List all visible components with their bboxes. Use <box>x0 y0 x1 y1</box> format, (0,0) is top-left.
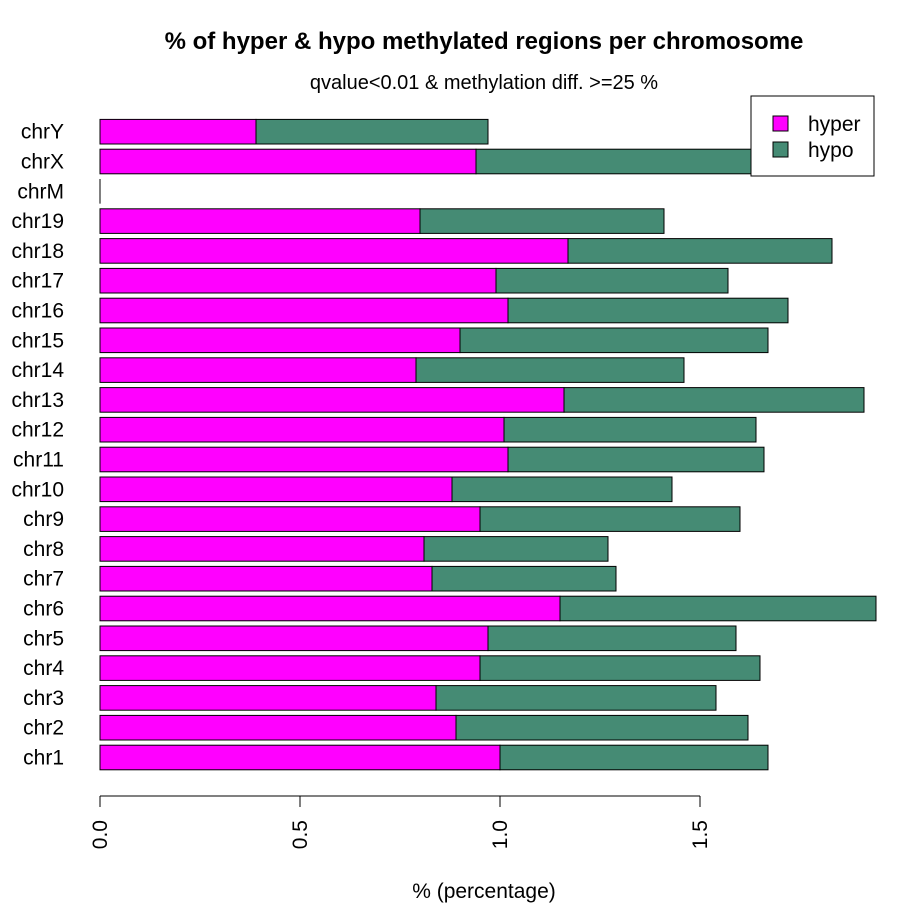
bar-hyper-chr4 <box>99 655 481 681</box>
bar-hypo-chr9 <box>479 506 741 532</box>
bar-hyper-chr6 <box>99 595 561 622</box>
bar-hyper-chr18 <box>99 238 569 264</box>
legend: hyper hypo <box>750 95 875 177</box>
x-tick-label-3: 1.5 <box>689 820 712 849</box>
chart-subtitle: qvalue<0.01 & methylation diff. >=25 % <box>310 72 658 94</box>
y-tick-label-chr6: chr6 <box>23 598 64 621</box>
x-axis: 0.0 0.5 1.0 1.5 <box>89 795 712 849</box>
bar-hyper-chr3 <box>99 685 437 711</box>
y-tick-labels: chr1 chr2 chr3 chr4 chr5 chr6 chr7 chr8 chr9 chr1… <box>11 121 64 770</box>
y-tick-label-chr3: chr3 <box>23 687 64 710</box>
y-tick-label-chr5: chr5 <box>23 627 64 650</box>
bar-hypo-chr2 <box>455 714 749 741</box>
x-tick-label-0: 0.0 <box>89 820 112 849</box>
legend-box <box>750 95 875 177</box>
bar-hypo-chrY <box>255 118 489 145</box>
bar-hyper-chr16 <box>99 297 509 324</box>
bar-hypo-chr14 <box>415 357 685 383</box>
y-tick-label-chr12: chr12 <box>11 419 64 442</box>
y-tick-label-chr1: chr1 <box>23 747 64 770</box>
y-tick-label-chr7: chr7 <box>23 568 64 591</box>
y-tick-label-chr18: chr18 <box>11 240 64 263</box>
bar-hyper-chr10 <box>99 476 453 503</box>
bar-hyper-chr14 <box>99 357 417 383</box>
legend-swatch-hyper <box>772 115 789 132</box>
y-tick-label-chr8: chr8 <box>23 538 64 561</box>
bar-hyper-chr8 <box>99 536 425 562</box>
bar-hypo-chr7 <box>431 565 617 592</box>
y-tick-label-chr14: chr14 <box>11 359 64 382</box>
bar-hypo-chr11 <box>507 446 765 473</box>
y-tick-label-chr15: chr15 <box>11 329 64 352</box>
y-tick-label-chr2: chr2 <box>23 717 64 740</box>
legend-label-hypo: hypo <box>808 139 854 162</box>
y-tick-label-chr9: chr9 <box>23 508 64 531</box>
bar-hypo-chr15 <box>459 327 769 354</box>
bar-hypo-chr10 <box>451 476 673 503</box>
bar-hyper-chr11 <box>99 446 509 473</box>
bar-hyper-chr2 <box>99 714 457 741</box>
y-tick-label-chr4: chr4 <box>23 657 64 680</box>
bar-hypo-chr4 <box>479 655 761 681</box>
bar-hypo-chr3 <box>435 685 717 711</box>
bar-hyper-chr19 <box>99 208 421 234</box>
bar-hypo-chr17 <box>495 267 729 294</box>
y-tick-label-chrM: chrM <box>17 180 64 203</box>
bar-hyper-chrX <box>99 148 477 175</box>
chart-title: % of hyper & hypo methylated regions per… <box>165 28 804 55</box>
x-axis-label: % (percentage) <box>412 880 556 903</box>
bar-hypo-chr18 <box>567 238 833 264</box>
legend-label-hyper: hyper <box>808 113 861 136</box>
bar-hypo-chr16 <box>507 297 789 324</box>
y-tick-label-chr17: chr17 <box>11 270 64 293</box>
y-tick-label-chr19: chr19 <box>11 210 64 233</box>
y-tick-label-chrX: chrX <box>21 151 64 174</box>
bar-hyper-chrY <box>99 118 257 145</box>
y-tick-label-chr11: chr11 <box>13 449 64 472</box>
y-tick-label-chr16: chr16 <box>11 300 64 323</box>
bar-hyper-chr15 <box>99 327 461 354</box>
legend-swatch-hypo <box>772 141 789 158</box>
y-tick-label-chr10: chr10 <box>11 478 64 501</box>
bar-hypo-chr5 <box>487 625 737 652</box>
x-tick-label-2: 1.0 <box>489 820 512 849</box>
x-tick-label-1: 0.5 <box>289 820 312 849</box>
bar-hyper-chr1 <box>99 744 501 771</box>
bar-hyper-chr12 <box>99 416 505 443</box>
bar-hypo-chr12 <box>503 416 757 443</box>
bar-hypo-chr8 <box>423 536 609 562</box>
y-tick-label-chr13: chr13 <box>11 389 64 412</box>
bar-hypo-chr6 <box>559 595 877 622</box>
bar-hyper-chr13 <box>99 387 565 413</box>
bar-hypo-chr1 <box>499 744 769 771</box>
bar-hyper-chr5 <box>99 625 489 652</box>
bars-group <box>99 118 877 771</box>
bar-hypo-chrX <box>475 148 797 175</box>
bar-hyper-chr7 <box>99 565 433 592</box>
y-tick-label-chrY: chrY <box>21 121 64 144</box>
bar-hyper-chr17 <box>99 267 497 294</box>
bar-hypo-chr19 <box>419 208 665 234</box>
bar-hypo-chr13 <box>563 387 865 413</box>
bar-hyper-chr9 <box>99 506 481 532</box>
